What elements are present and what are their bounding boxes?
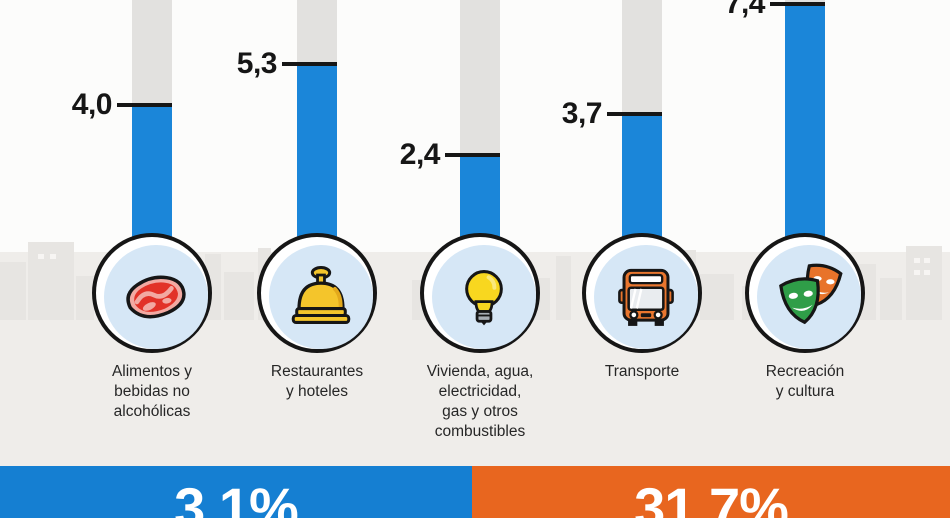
category-label: Vivienda, agua, electricidad, gas y otros c… (385, 362, 575, 442)
category-label: Recreación y cultura (710, 362, 900, 402)
value-tick-line (117, 103, 172, 107)
value-tick-line (770, 2, 825, 6)
category-label-line: alcohólicas (113, 403, 191, 420)
value-label: 3,7 (561, 97, 603, 131)
bus-icon (594, 245, 698, 349)
bar-track (622, 0, 662, 115)
value-bar (297, 64, 337, 258)
category-icon-circle (420, 233, 540, 353)
value-bar (132, 105, 172, 258)
annual-inflation-value: 31,7% (634, 476, 789, 518)
category-label-line: bebidas no (114, 383, 190, 400)
category-label: Transporte (547, 362, 737, 382)
category-label-line: Alimentos y (111, 363, 193, 380)
value-label: 2,4 (399, 138, 441, 171)
value-label: 5,3 (236, 47, 278, 81)
theater-masks-icon (757, 245, 861, 349)
category-icon-circle (257, 233, 377, 353)
category-label-line: Restaurantes (270, 363, 364, 380)
monthly-inflation-band: 3,1% (0, 466, 472, 518)
annual-inflation-band: 31,7% (472, 466, 950, 518)
category-label-line: gas y otros (442, 403, 518, 420)
category-icon-circle (582, 233, 702, 353)
bar-track (460, 0, 500, 155)
monthly-inflation-value: 3,1% (174, 476, 299, 518)
category-label-line: y hoteles (285, 383, 349, 400)
value-tick-line (282, 62, 337, 67)
category-label-line: electricidad, (438, 383, 522, 400)
service-bell-icon (269, 245, 373, 349)
value-bar (785, 4, 825, 258)
category-label-line: Transporte (604, 363, 680, 380)
value-label: 7,4 (724, 0, 766, 20)
category-label-line: combustibles (434, 423, 526, 440)
bar-track (297, 0, 337, 65)
value-tick-line (445, 153, 500, 157)
lightbulb-icon (432, 245, 536, 349)
category-icon-circle (92, 233, 212, 353)
category-label: Restaurantes y hoteles (222, 362, 412, 402)
value-tick-line (607, 112, 662, 117)
value-label: 4,0 (71, 88, 113, 121)
category-label: Alimentos y bebidas no alcohólicas (57, 362, 247, 422)
category-label-line: Vivienda, agua, (426, 363, 534, 380)
steak-icon (104, 245, 208, 349)
category-icon-circle (745, 233, 865, 353)
category-label-line: y cultura (775, 383, 835, 400)
bar-track (132, 0, 172, 105)
category-label-line: Recreación (765, 363, 845, 380)
